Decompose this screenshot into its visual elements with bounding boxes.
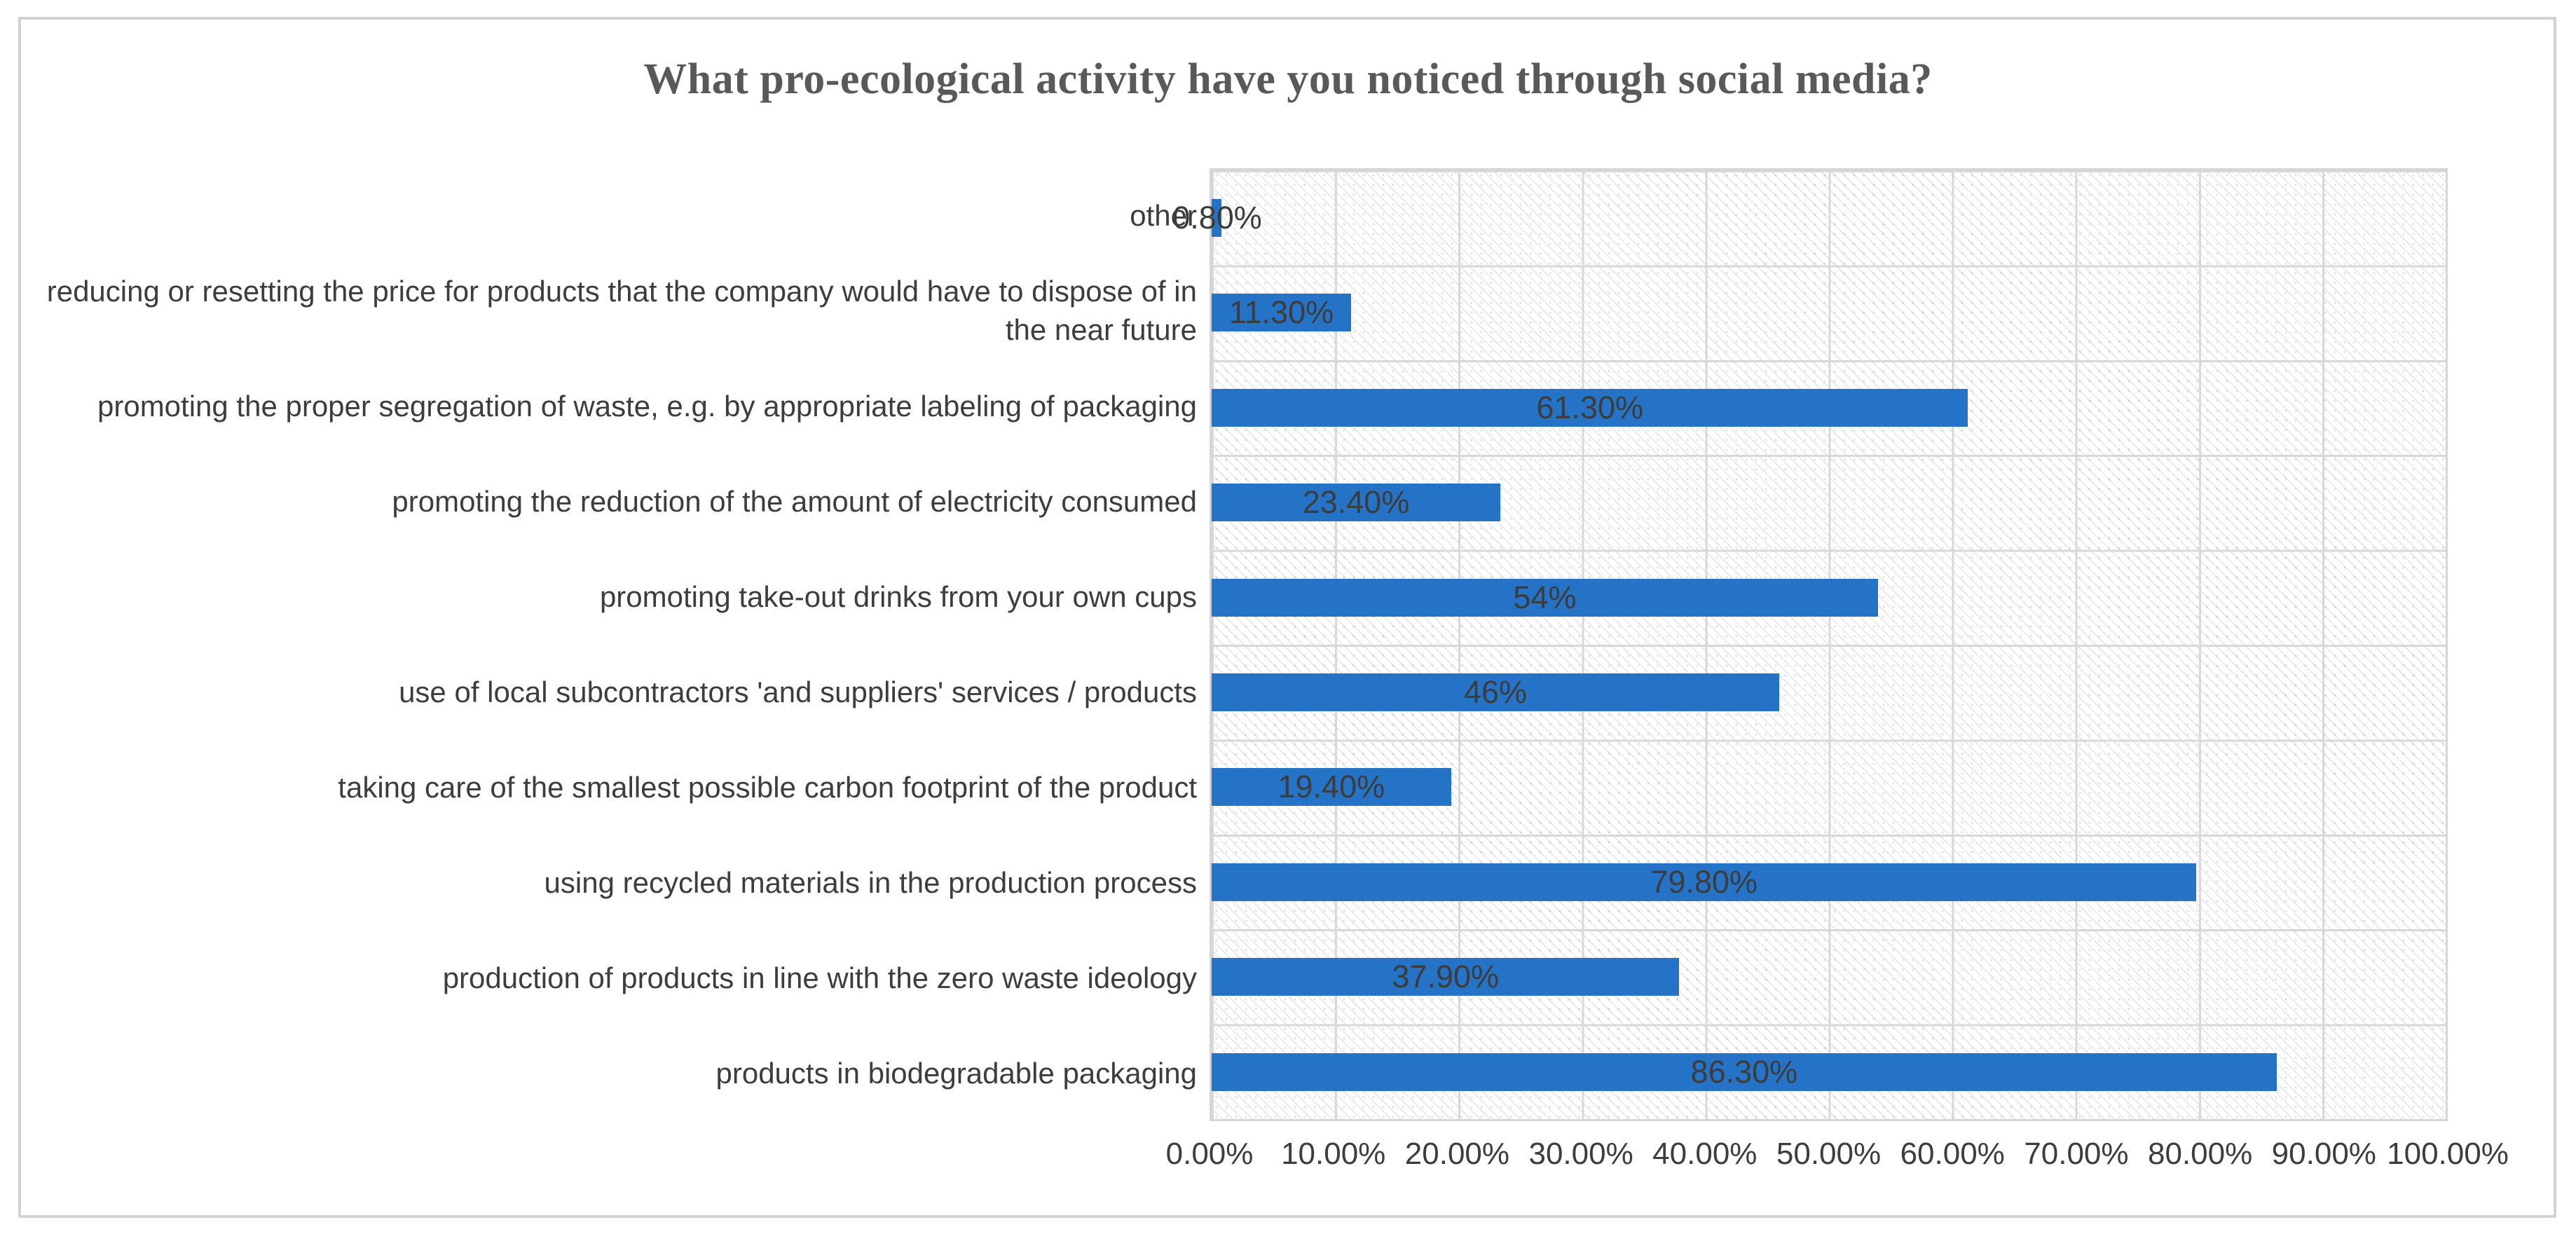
x-axis-tick: 30.00% bbox=[1528, 1137, 1633, 1171]
bar: 61.30% bbox=[1212, 388, 1968, 427]
bar-value-label: 46% bbox=[1463, 674, 1528, 711]
bar-value-label: 79.80% bbox=[1650, 863, 1758, 900]
category-label-text: products in biodegradable packaging bbox=[715, 1056, 1198, 1090]
category-label-text: reducing or resetting the price for prod… bbox=[46, 275, 1197, 346]
category-label: taking care of the smallest possible car… bbox=[41, 740, 1197, 835]
bar-row: 79.80% bbox=[1212, 835, 2446, 929]
category-label: promoting the reduction of the amount of… bbox=[41, 454, 1197, 549]
category-label: production of products in line with the … bbox=[41, 931, 1197, 1026]
x-axis-tick: 80.00% bbox=[2147, 1137, 2253, 1171]
category-label: other bbox=[41, 168, 1197, 263]
bar-row: 23.40% bbox=[1212, 455, 2446, 549]
category-label: reducing or resetting the price for prod… bbox=[41, 263, 1197, 359]
bar: 79.80% bbox=[1212, 863, 2197, 901]
bar-row: 11.30% bbox=[1212, 265, 2446, 359]
category-label-text: promoting the reduction of the amount of… bbox=[392, 484, 1197, 518]
bar: 23.40% bbox=[1212, 484, 1501, 522]
x-axis-tick: 10.00% bbox=[1281, 1137, 1386, 1171]
bar: 37.90% bbox=[1212, 958, 1680, 996]
x-axis-tick: 100.00% bbox=[2387, 1137, 2509, 1171]
category-label: promoting take-out drinks from your own … bbox=[41, 549, 1197, 645]
bar-value-label: 0.80% bbox=[1172, 199, 1262, 235]
category-label-text: other bbox=[1130, 198, 1197, 232]
category-label: using recycled materials in the producti… bbox=[41, 835, 1197, 931]
category-label: products in biodegradable packaging bbox=[41, 1026, 1198, 1121]
category-label-text: promoting take-out drinks from your own … bbox=[599, 580, 1197, 613]
bar: 11.30% bbox=[1212, 294, 1351, 332]
x-axis-tick: 20.00% bbox=[1404, 1137, 1510, 1171]
x-axis: 0.00% 10.00% 20.00% 30.00% 40.00% 50.00% 60.00… bbox=[1166, 1137, 2509, 1186]
chart-title: What pro-ecological activity have you no… bbox=[643, 55, 1933, 103]
category-label-text: use of local subcontractors 'and supplie… bbox=[399, 675, 1197, 708]
bar-row: 46% bbox=[1212, 645, 2446, 739]
x-axis-tick: 90.00% bbox=[2271, 1137, 2376, 1171]
bar-row: 61.30% bbox=[1212, 360, 2446, 455]
bar-value-label: 23.40% bbox=[1302, 484, 1410, 521]
bar: 46% bbox=[1212, 673, 1780, 712]
category-label-text: taking care of the smallest possible car… bbox=[338, 770, 1197, 804]
bar-row: 0.80% bbox=[1172, 170, 2446, 265]
x-axis-tick: 50.00% bbox=[1776, 1137, 1882, 1171]
bar-row: 54% bbox=[1212, 550, 2446, 645]
category-label: use of local subcontractors 'and supplie… bbox=[41, 645, 1197, 740]
x-axis-tick: 60.00% bbox=[1900, 1137, 2005, 1171]
bar-value-label: 11.30% bbox=[1228, 294, 1334, 331]
category-label-text: promoting the proper segregation of wast… bbox=[97, 389, 1197, 423]
bar-row: 86.30% bbox=[1212, 1024, 2446, 1119]
x-axis-tick: 0.00% bbox=[1165, 1137, 1254, 1171]
bar-value-label: 19.40% bbox=[1277, 769, 1385, 805]
category-label: promoting the proper segregation of wast… bbox=[41, 359, 1197, 454]
bar: 19.40% bbox=[1212, 768, 1451, 807]
bar: 86.30% bbox=[1212, 1053, 2277, 1091]
bar: 54% bbox=[1212, 578, 1878, 617]
plot-area: 0.80% 11.30% 61.30% 23.40% 54% 46% 19.40% 79.80… bbox=[1172, 168, 2448, 1121]
category-axis: other reducing or resetting the price for… bbox=[41, 168, 1197, 1121]
bar-value-label: 61.30% bbox=[1536, 389, 1644, 425]
x-axis-tick: 40.00% bbox=[1652, 1137, 1758, 1171]
bar-value-label: 86.30% bbox=[1690, 1053, 1798, 1090]
category-label-text: production of products in line with the … bbox=[442, 961, 1197, 994]
x-axis-tick: 70.00% bbox=[2024, 1137, 2129, 1171]
bar bbox=[1212, 199, 1222, 237]
bar-row: 19.40% bbox=[1212, 739, 2446, 834]
bar-row: 37.90% bbox=[1212, 929, 2446, 1024]
category-label-text: using recycled materials in the producti… bbox=[544, 865, 1197, 899]
bar-value-label: 54% bbox=[1513, 579, 1577, 615]
bar-value-label: 37.90% bbox=[1392, 959, 1500, 995]
